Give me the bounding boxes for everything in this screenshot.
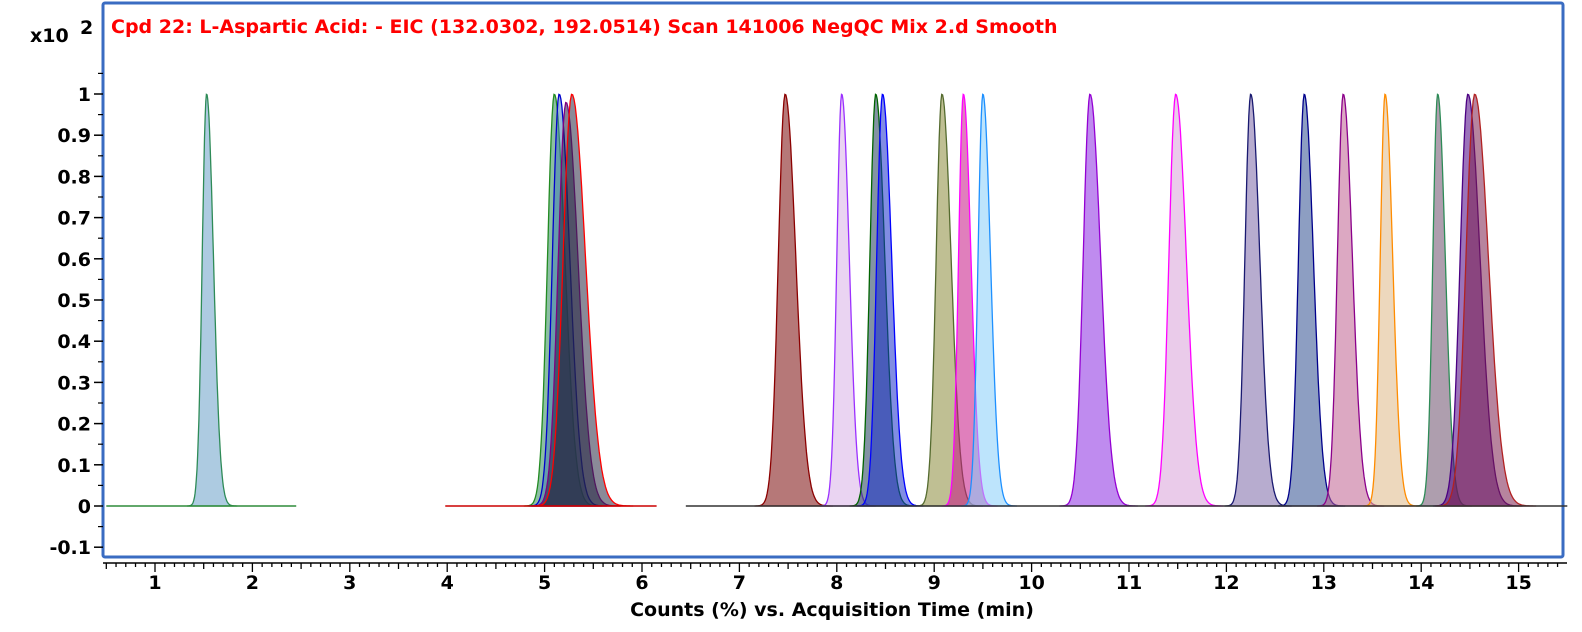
y-tick-label: -0.1	[49, 537, 91, 559]
x-axis-title: Counts (%) vs. Acquisition Time (min)	[630, 599, 1034, 621]
y-tick-label: 1	[78, 84, 91, 106]
x-tick-label: 1	[148, 572, 161, 594]
y-scale-label: x10	[30, 25, 69, 47]
x-tick-label: 12	[1213, 572, 1239, 594]
peak-8	[856, 93, 924, 507]
x-tick-label: 4	[441, 572, 454, 594]
peak-layer	[186, 93, 1537, 507]
peak-11	[961, 93, 1017, 507]
x-tick-label: 6	[635, 572, 648, 594]
peak-20	[1435, 93, 1537, 507]
x-tick-label: 15	[1505, 572, 1531, 594]
x-tick-label: 10	[1018, 572, 1044, 594]
y-tick-label: 0.6	[57, 249, 91, 271]
y-tick-label: 0.1	[57, 455, 91, 477]
peak-13	[1145, 93, 1224, 507]
peak-5	[754, 93, 833, 507]
x-tick-label: 3	[343, 572, 356, 594]
y-scale-exponent: 2	[80, 17, 93, 39]
y-tick-label: 0.7	[57, 208, 91, 230]
peak-0	[186, 93, 238, 507]
y-tick-label: 0.9	[57, 125, 91, 147]
x-tick-label: 9	[928, 572, 941, 594]
x-tick-label: 13	[1311, 572, 1337, 594]
y-tick-label: 0.4	[57, 331, 91, 353]
y-tick-label: 0.3	[57, 372, 91, 394]
x-tick-label: 7	[733, 572, 746, 594]
y-tick-label: 0	[78, 496, 91, 518]
peak-12	[1059, 93, 1138, 507]
chart-title: Cpd 22: L-Aspartic Acid: - EIC (132.0302…	[111, 16, 1058, 38]
x-tick-label: 2	[246, 572, 259, 594]
y-tick-label: 0.5	[57, 290, 91, 312]
peak-14	[1224, 93, 1292, 507]
x-tick-label: 14	[1408, 572, 1434, 594]
peak-4	[532, 93, 634, 507]
x-tick-label: 11	[1116, 572, 1142, 594]
y-tick-label: 0.8	[57, 166, 91, 188]
x-tick-label: 5	[538, 572, 551, 594]
y-tick-label: 0.2	[57, 414, 91, 436]
peak-17	[1363, 93, 1420, 507]
x-tick-label: 8	[830, 572, 843, 594]
